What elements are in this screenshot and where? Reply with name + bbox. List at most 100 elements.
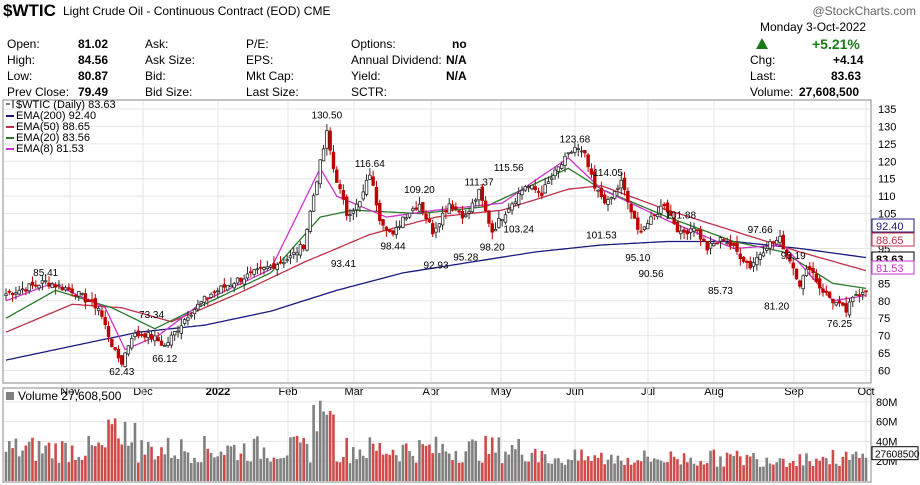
- candle-body: [755, 257, 759, 266]
- candle-body: [401, 216, 405, 228]
- volume-bar: [762, 466, 765, 481]
- volume-bar: [421, 444, 425, 481]
- candle-body: [295, 252, 299, 256]
- right-tag-box: [871, 260, 915, 275]
- candle-body: [397, 225, 402, 228]
- price-annotation: 109.20: [404, 185, 435, 196]
- volume-bar: [189, 462, 193, 481]
- y-tick-label: 130: [878, 121, 896, 133]
- legend-entry: EMA(20) 83.56: [16, 132, 90, 144]
- candle-body: [348, 214, 352, 217]
- volume-bar: [864, 457, 868, 481]
- candle-body: [73, 294, 78, 297]
- volume-bar: [140, 440, 143, 481]
- volume-bar: [315, 431, 319, 481]
- volume-bar: [497, 437, 501, 481]
- candle-body: [854, 294, 858, 296]
- candle-body: [758, 254, 762, 260]
- y-tick-label: 60: [878, 366, 890, 378]
- volume-bar: [659, 460, 663, 481]
- candle-body: [298, 244, 303, 256]
- volume-bar: [84, 455, 87, 481]
- last-label: Last:: [750, 69, 777, 83]
- legend-entry: EMA(8) 81.53: [16, 143, 84, 155]
- candle-body: [473, 199, 478, 202]
- volume-bar: [223, 454, 226, 481]
- volume-bar: [500, 463, 504, 481]
- volume-bar: [107, 419, 110, 481]
- candle-body: [407, 212, 412, 218]
- volume-bar: [487, 453, 491, 481]
- price-annotation: 90.56: [638, 269, 663, 280]
- candle-body: [116, 348, 121, 359]
- candle-body: [421, 202, 425, 213]
- candle-body: [659, 205, 663, 214]
- candle-body: [715, 242, 719, 245]
- percent-change: +5.21%: [812, 36, 860, 52]
- volume-bar: [414, 462, 418, 481]
- candle-body: [487, 210, 491, 224]
- candle-body: [63, 287, 68, 291]
- chg-label: Chg:: [750, 53, 776, 67]
- volume-bar: [183, 451, 186, 481]
- volume-bar: [524, 461, 527, 481]
- candle-body: [60, 286, 64, 291]
- candle-body: [24, 289, 28, 292]
- volume-bar: [146, 441, 150, 481]
- volume-last-tag: 27608500: [875, 450, 920, 461]
- volume-bar: [54, 443, 57, 481]
- candle-body: [738, 253, 743, 260]
- candle-body: [67, 287, 71, 290]
- candle-body: [159, 340, 164, 346]
- candle-body: [120, 355, 124, 365]
- volume-bar: [289, 437, 292, 481]
- mkt-cap-label: Mkt Cap:: [246, 69, 295, 83]
- candle-body: [37, 285, 41, 289]
- candle-body: [675, 221, 680, 233]
- candle-body: [242, 278, 246, 285]
- volume-bar: [537, 462, 540, 481]
- price-annotations: 85.41 62.43 73.34 66.12 130.50 93.41 116.64 98.…: [33, 111, 852, 378]
- options-label: Options:: [351, 37, 396, 51]
- high-label: High:: [7, 53, 36, 67]
- candle-body: [718, 237, 723, 242]
- candle-body: [341, 189, 346, 200]
- volume-bar: [305, 443, 309, 481]
- candle-body: [520, 189, 524, 196]
- candle-body: [252, 269, 256, 275]
- price-annotation: 116.64: [355, 159, 385, 170]
- candle-body: [96, 307, 101, 312]
- last-size-label: Last Size:: [246, 85, 299, 99]
- volume-bar: [662, 462, 666, 481]
- candle-body: [222, 284, 227, 288]
- candle-body: [232, 283, 236, 289]
- y-tick-label: 65: [878, 348, 890, 360]
- volume-bar: [153, 459, 157, 481]
- candle-body: [77, 290, 81, 297]
- volume-bar: [411, 455, 415, 481]
- candle-body: [662, 203, 666, 207]
- candle-body: [239, 277, 243, 282]
- volume-bar: [467, 441, 471, 481]
- volume-bar: [543, 454, 547, 481]
- candle-body: [801, 275, 805, 290]
- volume-bar: [739, 456, 742, 481]
- volume-bar: [785, 467, 788, 481]
- candle-body: [43, 280, 48, 283]
- candle-body: [136, 330, 141, 337]
- price-annotation: 95.28: [453, 252, 478, 263]
- candle-body: [7, 290, 12, 293]
- volume-bar: [818, 460, 821, 481]
- candle-body: [708, 242, 713, 249]
- volume-bar: [702, 464, 706, 481]
- volume-bar: [418, 440, 421, 481]
- volume-bar: [229, 446, 233, 481]
- price-annotation: 66.12: [152, 354, 177, 365]
- volume-bar: [629, 464, 633, 481]
- candle-body: [622, 177, 627, 191]
- price-annotation: 85.41: [33, 268, 58, 279]
- candle-body: [282, 262, 286, 265]
- volume-bar: [600, 452, 603, 481]
